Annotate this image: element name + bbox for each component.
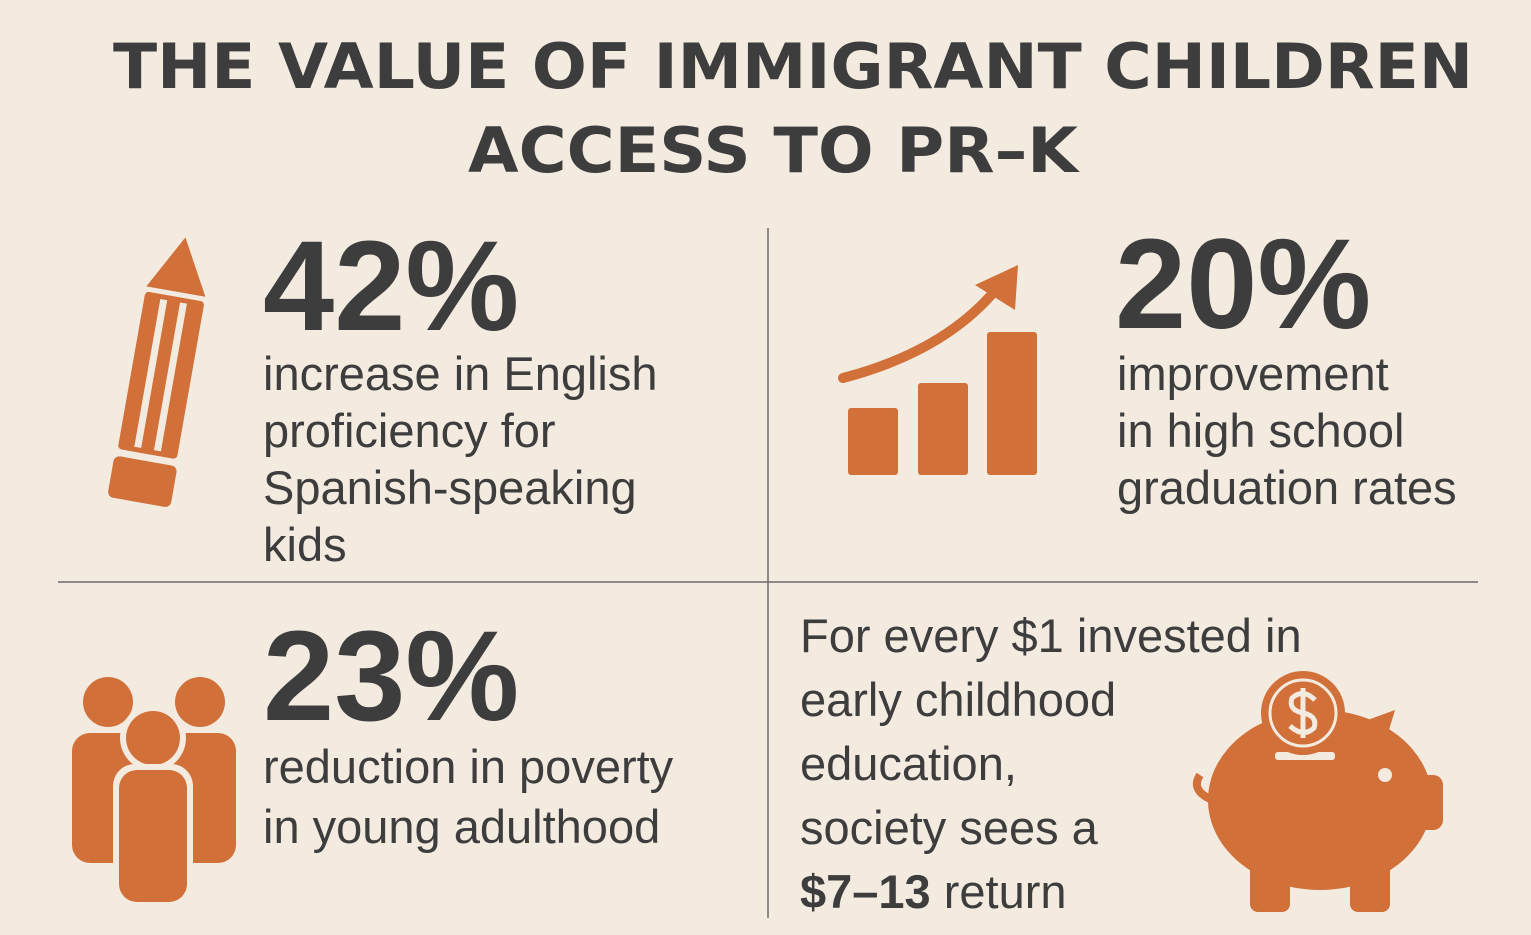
stat-figure: 20% (1115, 213, 1371, 356)
piggy-icon (1193, 671, 1443, 912)
text-line: increase in English (263, 347, 658, 400)
title-line: ACCESS TO PR–K (468, 114, 1080, 187)
stat-text: reduction in poverty in young adulthood (263, 740, 674, 853)
text-line: kids (263, 518, 347, 571)
stat-figure: 23% (263, 605, 519, 748)
roi-highlight: $7–13 (800, 865, 931, 918)
pencil-icon (108, 237, 206, 507)
title-line: THE VALUE OF IMMIGRANT CHILDREN (113, 30, 1473, 103)
people-icon (72, 677, 236, 906)
text-line: early childhood (800, 673, 1116, 726)
growth-icon (838, 265, 1037, 475)
text-line: proficiency for (263, 404, 556, 457)
text-line: education, (800, 737, 1017, 790)
text-line: improvement (1117, 347, 1389, 400)
text-line: society sees a (800, 801, 1099, 854)
text-line: graduation rates (1117, 461, 1457, 514)
text-line: in young adulthood (263, 800, 660, 853)
stat-figure: 42% (263, 215, 519, 358)
text-line: reduction in poverty (263, 740, 674, 793)
roi-last-line: $7–13 return (800, 865, 1067, 918)
roi-text: For every $1 invested in early childhood e… (800, 609, 1302, 854)
text-line: For every $1 invested in (800, 609, 1302, 662)
text-line: Spanish-speaking (263, 461, 637, 514)
roi-rest: return (944, 865, 1067, 918)
text-line: in high school (1117, 404, 1404, 457)
